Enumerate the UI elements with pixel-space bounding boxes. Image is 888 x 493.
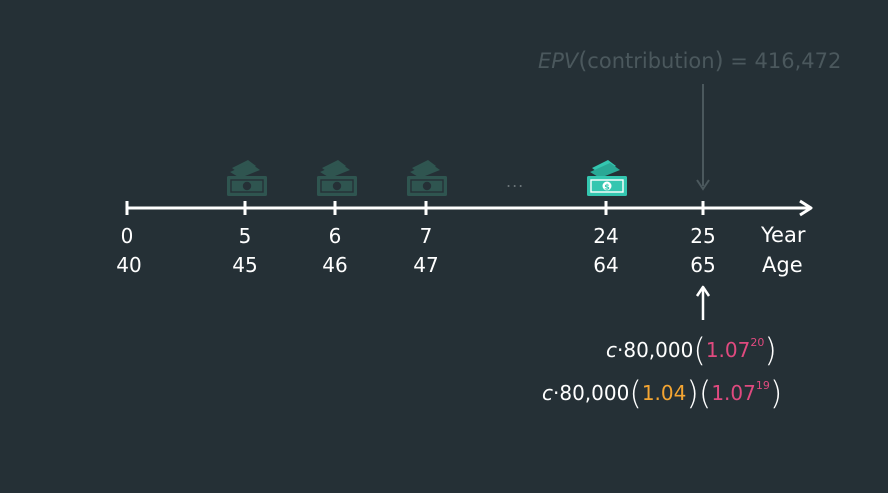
epv-function: EPV — [538, 49, 579, 73]
money-icon: $ — [587, 160, 627, 196]
year-row-label: Year — [761, 223, 806, 247]
age-label: 64 — [593, 253, 619, 277]
age-label: 45 — [232, 253, 258, 277]
money-icon — [227, 160, 267, 196]
money-icon — [317, 160, 357, 196]
money-icon — [407, 160, 447, 196]
year-label: 5 — [238, 224, 252, 248]
year-label: 24 — [593, 224, 619, 248]
year-label: 7 — [419, 224, 433, 248]
growth-exponent: 20 — [750, 336, 765, 349]
interest-factor: 1.04 — [641, 381, 687, 405]
epv-value: 416,472 — [754, 49, 842, 73]
formula-line-1: c·80,000(1.0720) — [606, 331, 777, 369]
payout-up-arrow — [695, 285, 711, 320]
year-label: 6 — [328, 224, 342, 248]
timeline-ticks — [125, 201, 705, 215]
svg-text:$: $ — [604, 183, 610, 192]
age-label: 40 — [116, 253, 142, 277]
age-label: 46 — [322, 253, 348, 277]
epv-equals: = — [730, 49, 748, 73]
epv-label: EPV(contribution) = 416,472 — [538, 48, 842, 74]
epv-pointer-arrow — [696, 84, 710, 191]
formula-line-2: c·80,000(1.04)(1.0719) — [542, 374, 783, 412]
epv-argument: contribution — [587, 49, 715, 73]
age-label: 65 — [690, 253, 716, 277]
growth-exponent: 19 — [755, 379, 770, 392]
timeline-axis — [127, 199, 813, 217]
age-label: 47 — [413, 253, 439, 277]
growth-factor: 1.07 — [711, 381, 756, 405]
year-label: 0 — [120, 224, 134, 248]
age-row-label: Age — [762, 253, 803, 277]
growth-factor: 1.07 — [705, 338, 751, 362]
year-label: 25 — [690, 224, 716, 248]
timeline-ellipsis: ... — [506, 172, 525, 191]
